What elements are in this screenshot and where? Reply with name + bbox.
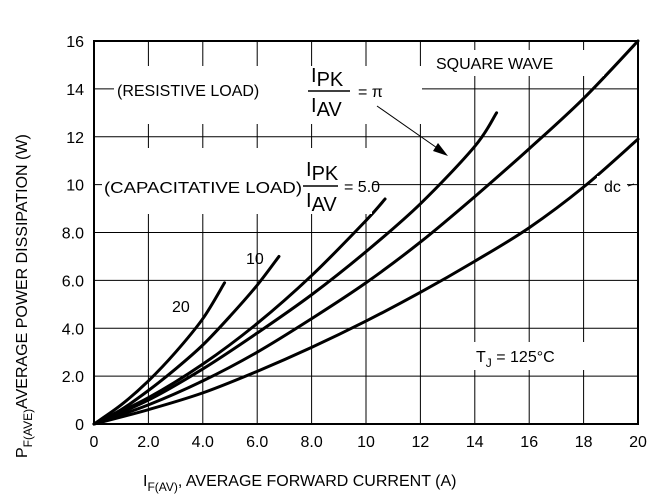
x-tick-label: 14 (466, 434, 484, 451)
square-wave-label-bg (428, 50, 604, 76)
series-line-5-0 (92, 197, 387, 426)
curve-label-10: 10 (246, 251, 264, 268)
y-tick-label: 14 (66, 82, 84, 99)
capacitative-load-label: (CAPACITATIVE LOAD) (104, 180, 302, 197)
iav-denominator-resistive: IAV (311, 95, 342, 121)
series-line-10 (92, 254, 281, 426)
y-tick-label: 2.0 (62, 369, 84, 386)
resistive-label-bg (114, 66, 422, 124)
x-tick-label: 2.0 (137, 434, 159, 451)
dc-leader-line (627, 183, 635, 187)
pi-leader-line (376, 105, 441, 151)
series-line-pi (92, 111, 499, 426)
x-tick-label: 18 (575, 434, 593, 451)
series-line-dc (92, 137, 640, 426)
y-tick-labels: 0 2.0 4.0 6.0 8.0 10 12 14 16 (62, 34, 84, 434)
series-lines (92, 39, 640, 426)
iav-denominator-capacitative: IAV (306, 190, 337, 216)
x-tick-label: 4.0 (192, 434, 214, 451)
x-tick-label: 8.0 (300, 434, 322, 451)
x-tick-label: 12 (412, 434, 430, 451)
x-tick-label: 6.0 (246, 434, 268, 451)
y-tick-label: 12 (66, 130, 84, 147)
y-tick-label: 4.0 (62, 321, 84, 338)
resistive-load-label: (RESISTIVE LOAD) (117, 83, 259, 100)
series-line-square-wave (92, 39, 640, 426)
y-axis-label: PF(AVE)AVERAGE POWER DISSIPATION (W) (14, 134, 35, 458)
dc-label: dc (604, 179, 621, 196)
ipk-numerator-capacitative: IPK (306, 159, 339, 185)
plot-frame (93, 40, 639, 425)
x-tick-label: 16 (520, 434, 538, 451)
curve-label-20: 20 (172, 299, 190, 316)
x-tick-labels: 0 2.0 4.0 6.0 8.0 10 12 14 16 18 20 (90, 434, 647, 451)
dc-label-bg (597, 176, 627, 196)
square-wave-label: SQUARE WAVE (436, 56, 553, 73)
y-tick-label: 6.0 (62, 273, 84, 290)
tj-label-bg (470, 342, 600, 370)
equals-pi-label: = π (358, 84, 383, 101)
junction-temp-label: TJ = 125°C (476, 349, 555, 370)
x-tick-label: 10 (357, 434, 375, 451)
x-tick-label: 20 (629, 434, 647, 451)
y-tick-label: 8.0 (62, 226, 84, 243)
y-tick-label: 16 (66, 34, 84, 51)
equals-five-label: = 5.0 (344, 179, 380, 196)
y-tick-label: 0 (75, 417, 84, 434)
pi-leader-arrowhead (433, 143, 448, 156)
x-axis-label: IF(AV), AVERAGE FORWARD CURRENT (A) (143, 473, 456, 494)
ipk-numerator-resistive: IPK (311, 65, 344, 91)
capacitative-label-bg (102, 148, 372, 214)
series-line-20 (92, 281, 227, 426)
y-tick-label: 10 (66, 178, 84, 195)
x-tick-label: 0 (90, 434, 99, 451)
